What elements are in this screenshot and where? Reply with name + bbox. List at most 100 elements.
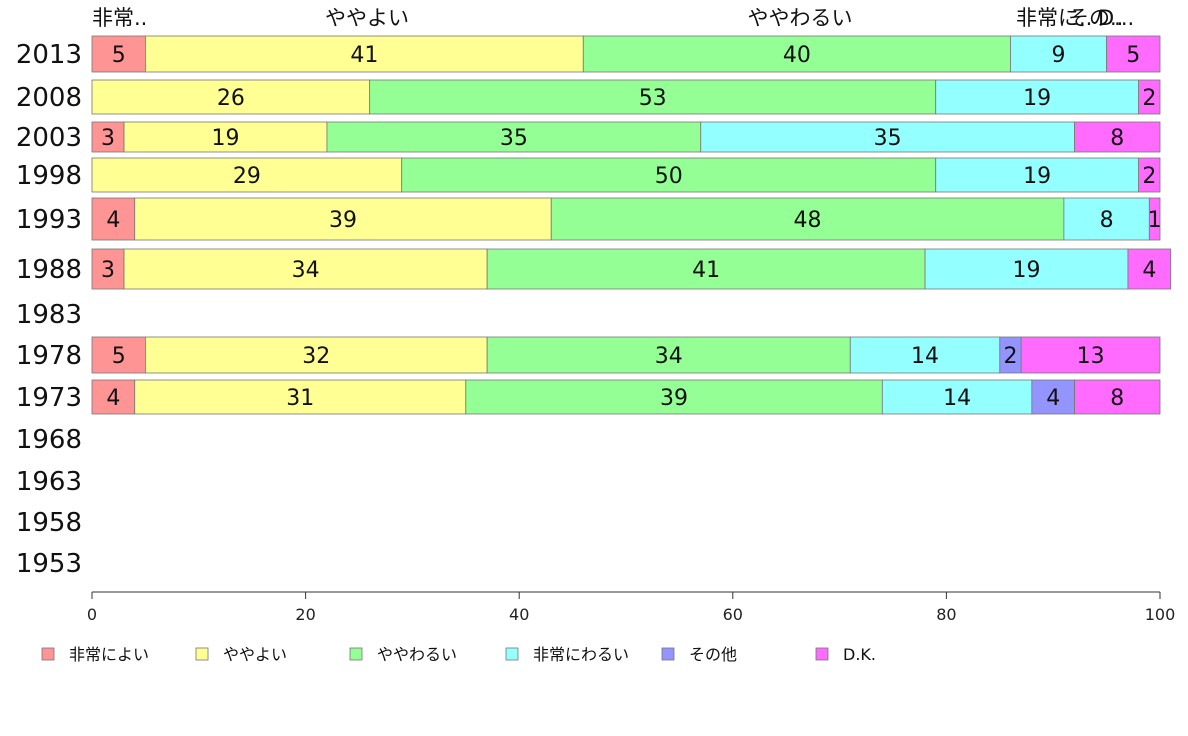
- legend: 非常によい ややよい ややわるい 非常にわるい その他 D.K.: [41, 645, 876, 664]
- x-tick-label-0: 0: [87, 605, 97, 624]
- bar-segment-1998-s5: [1138, 157, 1161, 193]
- legend-label-s3: 非常にわるい: [533, 645, 629, 664]
- bars-area: 5 41 40 9 526 53 19 23 19 35 35 829 50 19 24 39 48 8 13 34 4…: [91, 35, 1172, 415]
- data-label-2003-s1: 19: [212, 126, 240, 151]
- bar-segment-1973-s4: [1031, 379, 1075, 415]
- data-label-1973-s1: 31: [286, 386, 314, 411]
- bar-segment-1993-s2: [550, 197, 1065, 241]
- bar-segment-1998-s1: [91, 157, 403, 193]
- bar-segment-2003-s5: [1074, 121, 1161, 153]
- data-label-1993-s3: 8: [1100, 208, 1114, 233]
- data-label-1988-s2: 41: [692, 258, 720, 283]
- bar-segment-1993-s3: [1063, 197, 1150, 241]
- data-label-2013-s2: 40: [783, 43, 811, 68]
- bar-segment-2008-s1: [91, 79, 371, 115]
- x-tick-label-20: 20: [295, 605, 315, 624]
- bar-segment-1998-s3: [935, 157, 1140, 193]
- bar-segment-2013-s0: [91, 35, 146, 73]
- bar-segment-1993-s0: [91, 197, 136, 241]
- legend-swatch-s5: [815, 647, 829, 661]
- legend-label-s0: 非常によい: [69, 645, 149, 664]
- data-label-1998-s3: 19: [1023, 164, 1051, 189]
- data-label-1973-s2: 39: [660, 386, 688, 411]
- year-label-1963: 1963: [16, 467, 82, 497]
- bar-segment-1978-s0: [91, 336, 146, 374]
- bar-segment-1978-s5: [1020, 336, 1161, 374]
- top-series-labels: 非常.. ややよい ややわるい 非常に..その..D...: [92, 6, 1134, 30]
- data-label-2008-s5: 2: [1142, 86, 1156, 111]
- data-label-2013-s5: 5: [1126, 43, 1140, 68]
- year-label-1993: 1993: [16, 205, 82, 235]
- bar-segment-1993-s5: [1148, 197, 1161, 241]
- data-label-1988-s0: 3: [101, 258, 115, 283]
- data-label-2003-s2: 35: [500, 126, 528, 151]
- data-label-1988-s5: 4: [1142, 258, 1156, 283]
- x-axis: 0 20 40 60 80 100: [87, 591, 1176, 624]
- bar-segment-2003-s2: [326, 121, 702, 153]
- data-label-2008-s3: 19: [1023, 86, 1051, 111]
- bar-segment-2008-s2: [369, 79, 937, 115]
- legend-label-s5: D.K.: [843, 645, 876, 664]
- top-series-label-5: D...: [1098, 6, 1134, 30]
- year-label-1983: 1983: [16, 300, 82, 330]
- data-label-1998-s2: 50: [655, 164, 683, 189]
- data-label-1973-s4: 4: [1046, 386, 1060, 411]
- bar-segment-2013-s3: [1010, 35, 1107, 73]
- data-label-2013-s0: 5: [112, 43, 126, 68]
- year-label-1988: 1988: [16, 255, 82, 285]
- bar-segment-1988-s0: [91, 248, 125, 290]
- data-label-1993-s0: 4: [106, 208, 120, 233]
- bar-segment-1988-s5: [1127, 248, 1172, 290]
- year-label-2013: 2013: [16, 40, 82, 70]
- legend-swatch-s2: [349, 647, 363, 661]
- data-label-2008-s1: 26: [217, 86, 245, 111]
- bar-segment-2003-s1: [123, 121, 328, 153]
- data-label-1978-s3: 14: [911, 344, 939, 369]
- x-tick-label-40: 40: [509, 605, 529, 624]
- data-label-1973-s3: 14: [943, 386, 971, 411]
- x-tick-label-100: 100: [1145, 605, 1176, 624]
- legend-swatch-s0: [41, 647, 55, 661]
- bar-segment-1998-s2: [401, 157, 937, 193]
- top-series-label-0: 非常..: [92, 6, 147, 30]
- data-label-2013-s1: 41: [350, 43, 378, 68]
- top-series-label-4: その..: [1068, 6, 1123, 30]
- data-label-1978-s2: 34: [655, 344, 683, 369]
- year-label-1958: 1958: [16, 508, 82, 538]
- data-label-1993-s5: 1: [1148, 208, 1162, 233]
- top-series-label-3: 非常に..: [1016, 6, 1092, 30]
- bar-segment-2003-s0: [91, 121, 125, 153]
- year-label-1973: 1973: [16, 383, 82, 413]
- year-label-2008: 2008: [16, 83, 82, 113]
- data-label-1978-s0: 5: [112, 344, 126, 369]
- bar-segment-1993-s1: [134, 197, 552, 241]
- bar-segment-1973-s5: [1074, 379, 1161, 415]
- data-label-2003-s5: 8: [1110, 126, 1124, 151]
- data-label-2013-s3: 9: [1052, 43, 1066, 68]
- bar-segment-1973-s1: [134, 379, 467, 415]
- bar-segment-2008-s5: [1138, 79, 1161, 115]
- bar-segment-1978-s2: [486, 336, 851, 374]
- data-label-1993-s2: 48: [794, 208, 822, 233]
- data-label-1978-s5: 13: [1077, 344, 1105, 369]
- data-label-1993-s1: 39: [329, 208, 357, 233]
- data-label-1988-s3: 19: [1013, 258, 1041, 283]
- year-label-1998: 1998: [16, 161, 82, 191]
- bar-segment-1988-s1: [123, 248, 488, 290]
- x-tick-label-60: 60: [723, 605, 743, 624]
- bar-segment-1978-s1: [144, 336, 488, 374]
- legend-swatch-s3: [505, 647, 519, 661]
- top-series-label-1: ややよい: [325, 6, 409, 30]
- year-label-1978: 1978: [16, 341, 82, 371]
- data-label-1998-s5: 2: [1142, 164, 1156, 189]
- data-label-1998-s1: 29: [233, 164, 261, 189]
- bar-segment-2013-s5: [1106, 35, 1161, 73]
- data-label-2008-s2: 53: [639, 86, 667, 111]
- bar-segment-1988-s2: [486, 248, 926, 290]
- year-label-1953: 1953: [16, 549, 82, 579]
- bar-segment-1973-s2: [465, 379, 883, 415]
- data-label-1973-s0: 4: [106, 386, 120, 411]
- legend-swatch-s1: [195, 647, 209, 661]
- bar-segment-2008-s3: [935, 79, 1140, 115]
